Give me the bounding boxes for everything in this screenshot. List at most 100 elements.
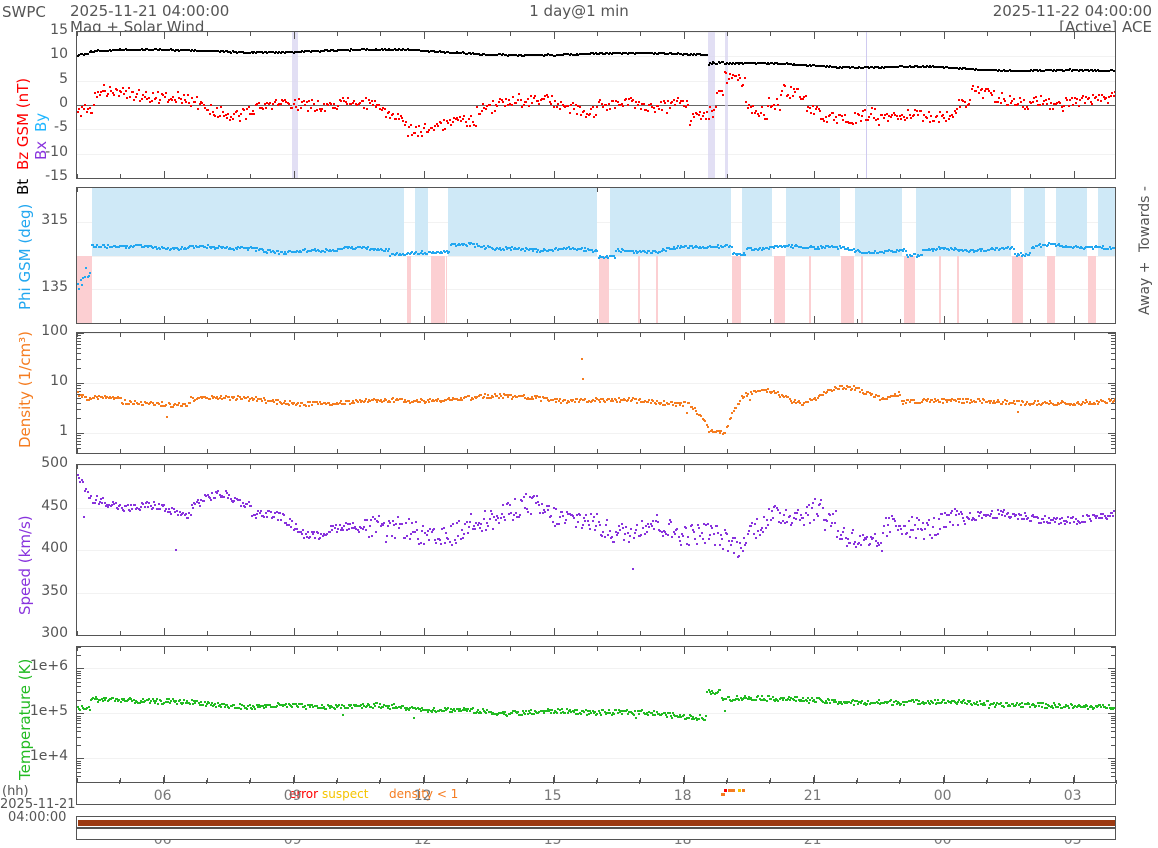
data-point-outlier	[581, 358, 583, 360]
data-point	[423, 127, 425, 129]
data-point	[1017, 103, 1019, 105]
data-point	[320, 110, 322, 112]
log-minor-tick	[77, 737, 81, 738]
tick-mark-minor	[380, 647, 381, 651]
data-point	[200, 701, 202, 703]
data-point	[523, 496, 525, 498]
log-minor-tick	[1111, 448, 1115, 449]
data-point	[790, 86, 792, 88]
data-point	[433, 528, 435, 530]
log-minor-tick	[77, 403, 81, 404]
data-point	[720, 534, 722, 536]
data-point	[78, 288, 80, 290]
data-point	[679, 540, 681, 542]
data-point	[444, 128, 446, 130]
data-point	[192, 507, 194, 509]
gridline	[77, 433, 1115, 434]
log-minor-tick	[77, 678, 81, 679]
data-point	[521, 500, 523, 502]
gridline	[77, 256, 1115, 257]
data-point	[300, 107, 302, 109]
data-point	[699, 111, 701, 113]
data-point	[900, 118, 902, 120]
data-point	[802, 404, 804, 406]
away-label: Away +	[1137, 261, 1153, 315]
log-minor-tick	[77, 435, 81, 436]
data-point	[587, 520, 589, 522]
data-point	[980, 511, 982, 513]
data-point	[708, 118, 710, 120]
data-point	[698, 527, 700, 529]
data-point	[996, 517, 998, 519]
data-point	[102, 497, 104, 499]
data-point	[1114, 398, 1116, 400]
data-point	[931, 537, 933, 539]
data-point	[1036, 100, 1038, 102]
data-point	[441, 252, 443, 254]
towards-sector-band	[415, 188, 428, 256]
data-point	[242, 502, 244, 504]
data-point	[642, 527, 644, 529]
data-point	[915, 537, 917, 539]
tick-mark-minor	[207, 333, 208, 337]
data-point	[389, 522, 391, 524]
data-point	[414, 531, 416, 533]
data-point	[667, 534, 669, 536]
tick-mark	[1074, 775, 1075, 782]
data-point	[236, 248, 238, 250]
data-point	[669, 712, 671, 714]
data-point	[410, 124, 412, 126]
data-point	[296, 528, 298, 530]
tick-mark-minor	[467, 32, 468, 36]
data-point	[754, 112, 756, 114]
data-point	[989, 515, 991, 517]
data-point	[87, 53, 89, 55]
tick-mark-minor	[250, 32, 251, 36]
data-point	[550, 515, 552, 517]
data-point	[903, 704, 905, 706]
data-point	[933, 517, 935, 519]
log-minor-tick	[77, 772, 81, 773]
data-point	[517, 99, 519, 101]
data-point	[819, 503, 821, 505]
data-point	[451, 544, 453, 546]
data-point	[303, 100, 305, 102]
data-point	[786, 521, 788, 523]
data-point	[558, 523, 560, 525]
data-point	[552, 250, 554, 252]
tick-mark	[944, 333, 945, 340]
tick-mark-minor	[640, 449, 641, 453]
data-point	[189, 402, 191, 404]
data-point	[904, 525, 906, 527]
data-point	[397, 516, 399, 518]
tick-mark	[814, 171, 815, 178]
data-point	[738, 555, 740, 557]
data-point	[724, 710, 726, 712]
data-point	[690, 120, 692, 122]
data-point	[734, 537, 736, 539]
data-point	[595, 114, 597, 116]
data-point	[540, 400, 542, 402]
data-point	[1024, 512, 1026, 514]
data-point	[285, 253, 287, 255]
data-point	[576, 709, 578, 711]
data-point	[498, 522, 500, 524]
tick-mark-minor	[770, 319, 771, 323]
tick-mark	[554, 628, 555, 635]
tick-mark-minor	[987, 465, 988, 469]
data-point	[711, 527, 713, 529]
tick-mark-minor	[380, 32, 381, 36]
data-point	[598, 257, 600, 259]
data-point	[1007, 512, 1009, 514]
data-point	[805, 95, 807, 97]
data-point	[435, 542, 437, 544]
data-point	[700, 118, 702, 120]
data-point	[523, 394, 525, 396]
data-point	[411, 522, 413, 524]
data-point	[727, 425, 729, 427]
data-point	[306, 101, 308, 103]
tick-mark-minor	[987, 647, 988, 651]
data-point	[528, 105, 530, 107]
tick-mark-minor	[597, 174, 598, 178]
data-point	[700, 415, 702, 417]
